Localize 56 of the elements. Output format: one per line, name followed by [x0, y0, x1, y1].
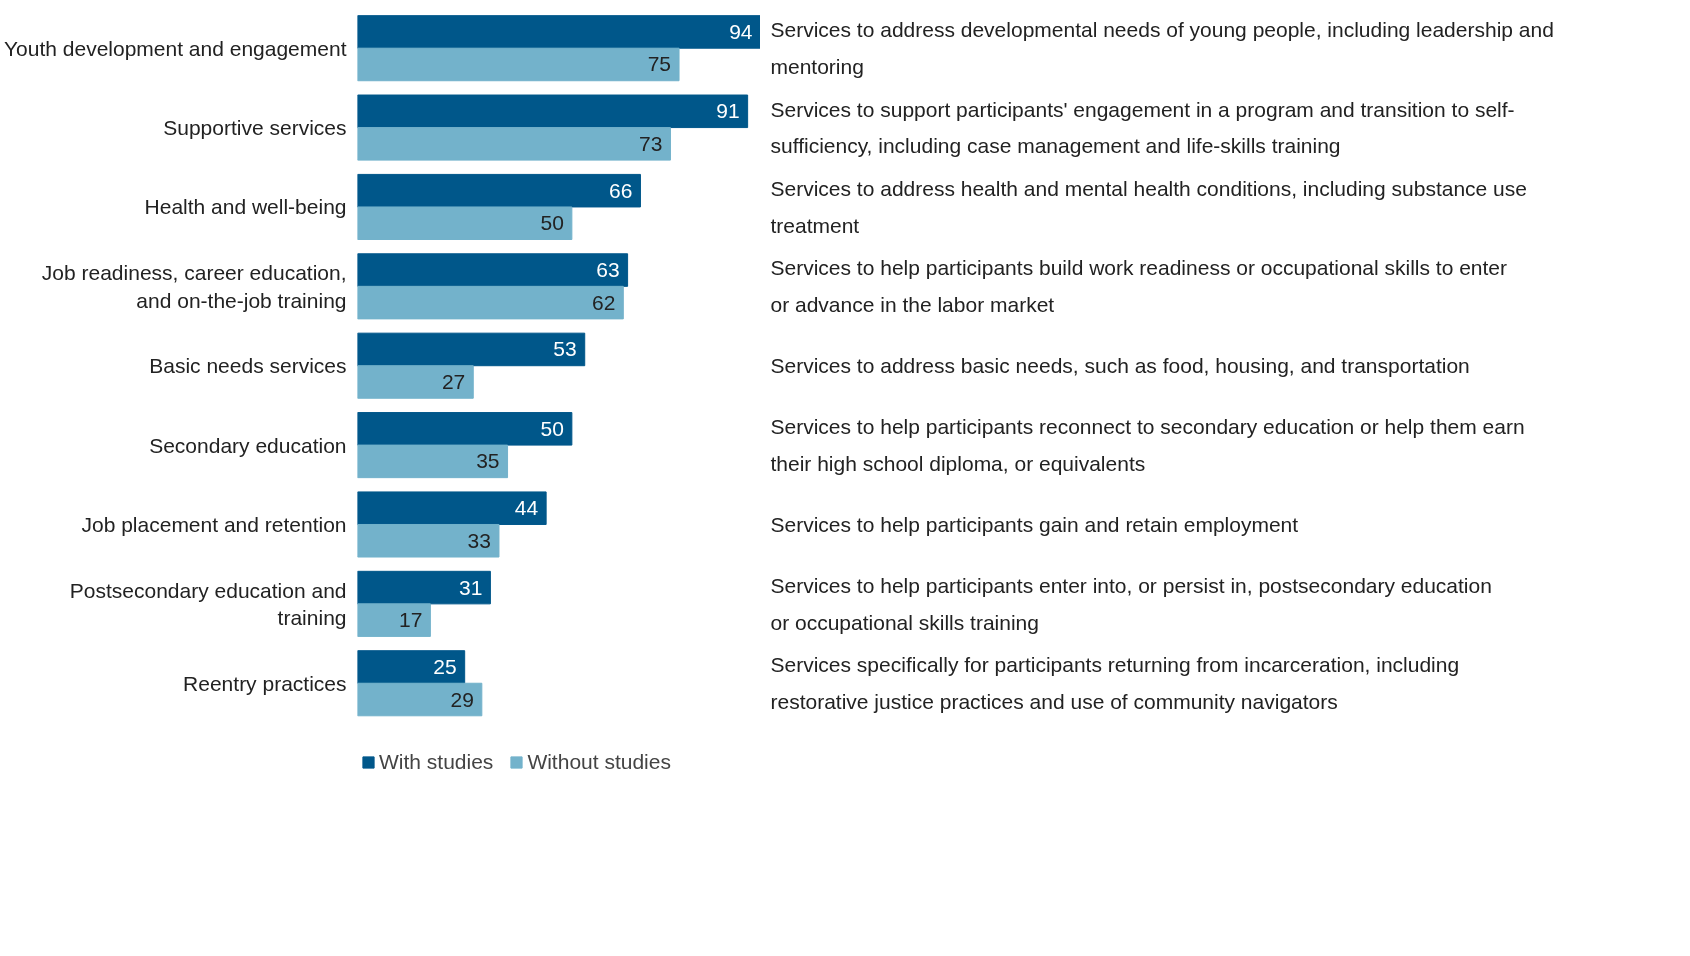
- bar: [357, 332, 586, 367]
- data-label: 75: [647, 52, 672, 76]
- text: Services to help participants gain and retain employment: [770, 512, 1299, 536]
- y-tick-label: Reentry practices: [183, 671, 347, 695]
- bar: [357, 444, 509, 479]
- bar: [357, 94, 749, 129]
- legend-label: Without studies: [527, 750, 671, 774]
- bar: [357, 523, 500, 558]
- data-label: 33: [467, 528, 491, 552]
- bar: [357, 173, 641, 208]
- bar: [357, 127, 671, 161]
- data-label: 62: [591, 290, 616, 314]
- data-label: 94: [729, 19, 753, 43]
- bar: [357, 206, 573, 240]
- data-label: 25: [433, 654, 457, 678]
- bar: [357, 253, 629, 287]
- legend-label: With studies: [379, 750, 494, 774]
- text: Services to address developmental needs of young people, including leadership and mentoring: [770, 18, 1554, 79]
- text: Services to address health and mental health conditions, including substance use treatment: [770, 177, 1527, 237]
- text: Services to help participants enter into, or persist in, postsecondary education or occupational skills training: [770, 573, 1492, 634]
- data-label: 63: [596, 258, 620, 282]
- text: Services to address basic needs, such as food, housing, and transportation: [770, 354, 1470, 378]
- bar: [357, 285, 624, 320]
- y-tick-label: Supportive services: [163, 116, 347, 140]
- y-tick-label: Job placement and retention: [81, 512, 347, 536]
- data-label: 44: [514, 496, 539, 520]
- data-label: 17: [399, 608, 423, 632]
- data-label: 50: [540, 416, 564, 440]
- bar: [357, 682, 483, 717]
- y-tick-label: Health and well-being: [144, 195, 347, 219]
- y-tick-label: Basic needs services: [149, 354, 347, 378]
- bar: [357, 650, 466, 684]
- y-tick-label: Postsecondary education and training: [69, 578, 347, 630]
- bar: [357, 570, 491, 605]
- text: Services to help participants reconnect to secondary education or help them earn their high school diploma, or equivalents: [770, 415, 1525, 475]
- data-label: 35: [476, 449, 500, 473]
- bar: [357, 603, 431, 637]
- y-tick-label: Job readiness, career education, and on-the-job training: [41, 261, 347, 312]
- data-label: 91: [716, 99, 740, 123]
- bar: [357, 15, 760, 49]
- bar: [357, 47, 680, 82]
- bar: [357, 412, 573, 446]
- data-label: 53: [553, 337, 577, 361]
- y-tick-label: Secondary education: [149, 433, 347, 457]
- data-label: 66: [609, 178, 633, 202]
- data-label: 50: [540, 211, 564, 235]
- text: Services specifically for participants returning from incarceration, including restorative justice practices and use of community navigators: [770, 653, 1460, 714]
- bar: [357, 365, 474, 399]
- data-label: 31: [459, 575, 483, 599]
- text: Services to help participants build work readiness or occupational skills to enter or advance in the labor market: [770, 256, 1508, 317]
- data-label: 73: [639, 131, 663, 155]
- text: Services to support participants' engagement in a program and transition to self-sufficiency, including case management and life-skills training: [770, 97, 1515, 158]
- bar: [357, 491, 547, 525]
- data-label: 27: [441, 369, 466, 393]
- y-tick-label: Youth development and engagement: [4, 36, 347, 60]
- data-label: 29: [450, 687, 474, 711]
